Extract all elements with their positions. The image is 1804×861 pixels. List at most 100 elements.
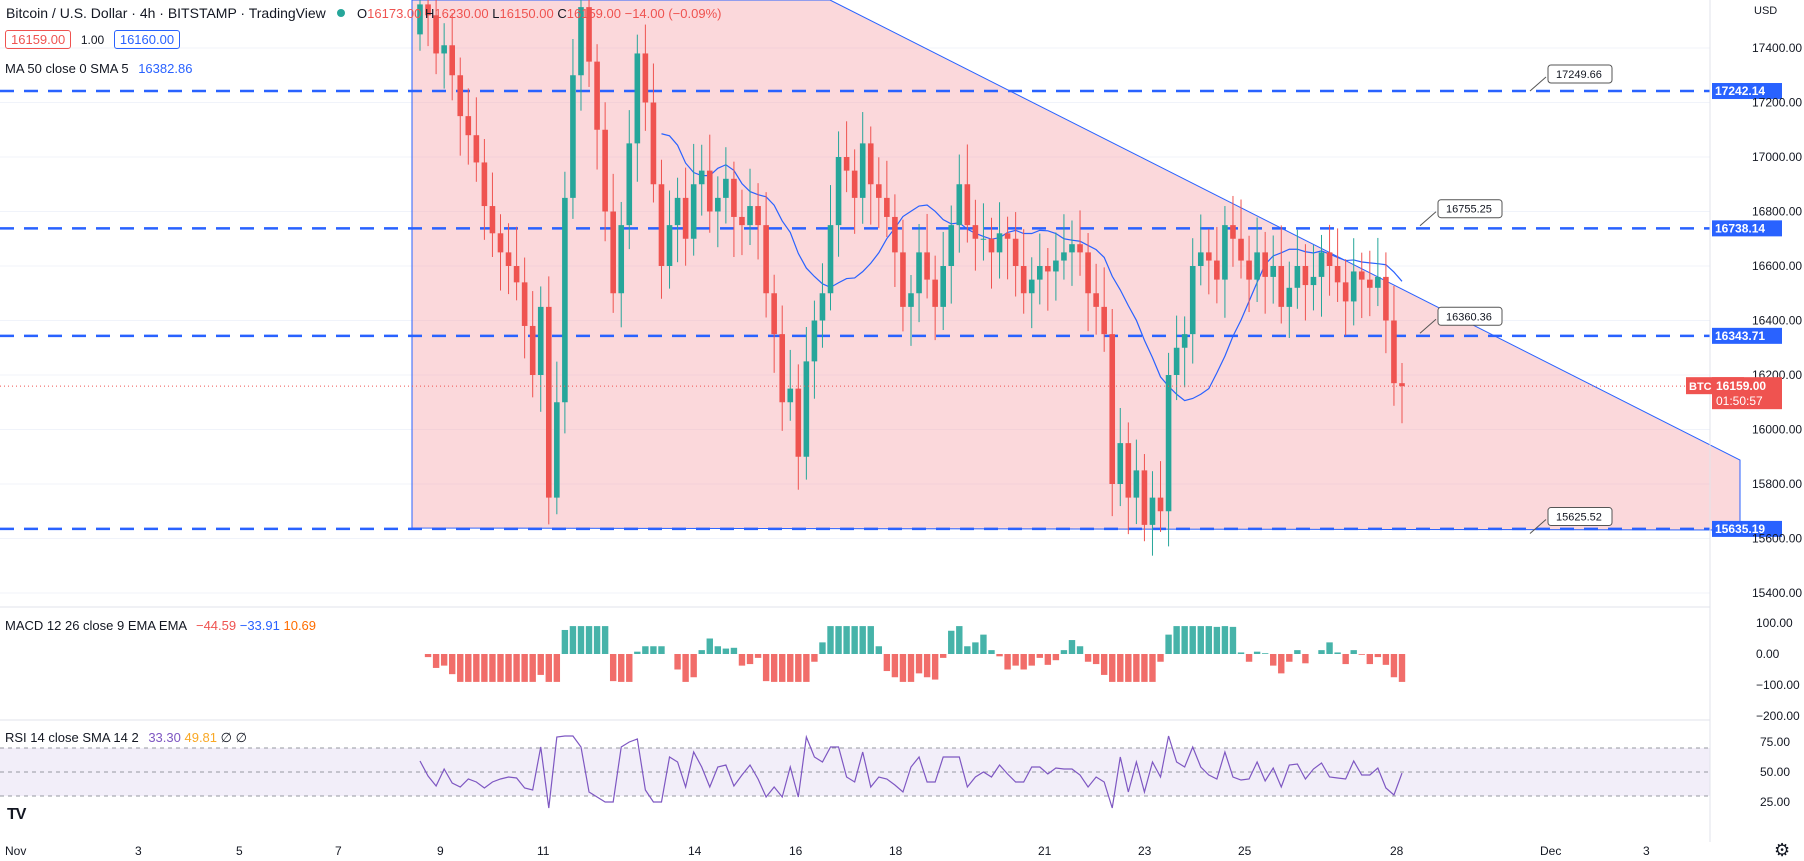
macd-hist-bar [1084, 654, 1092, 662]
candle-body [545, 306, 552, 498]
macd-hist-bar [609, 654, 617, 682]
macd-legend-label: MACD 12 26 close 9 EMA EMA [5, 618, 187, 633]
price-axis[interactable]: USD 17400.00 17200.00 17000.00 16800.00 16600… [1686, 5, 1802, 809]
macd-hist-bar [593, 626, 601, 654]
macd-hist-bar [585, 626, 593, 654]
rsi-legend[interactable]: RSI 14 close SMA 14 2 33.30 49.81 ∅ ∅ [5, 730, 247, 746]
macd-hist-bar [1350, 650, 1357, 654]
macd-hist-bar [569, 626, 577, 654]
buy-button[interactable]: 16160.00 [113, 30, 181, 49]
candle-body [1045, 266, 1051, 272]
macd-hist-bar [577, 626, 585, 654]
macd-hist-bar [1221, 626, 1229, 654]
macd-hist-bar [1157, 654, 1164, 662]
price-tick: 17000.00 [1752, 150, 1802, 164]
macd-signal-value: 10.69 [283, 618, 317, 633]
macd-legend[interactable]: MACD 12 26 close 9 EMA EMA −44.59 −33.91… [5, 618, 316, 633]
callout-text: 16755.25 [1446, 204, 1492, 216]
macd-hist-bar [730, 647, 738, 654]
candle-body [602, 129, 608, 212]
ma-legend[interactable]: MA 50 close 0 SMA 5 16382.86 [5, 61, 192, 76]
macd-tick: 100.00 [1756, 616, 1793, 630]
macd-hist-bar [1028, 654, 1035, 666]
price-tick: 17200.00 [1752, 96, 1802, 110]
symbol-legend[interactable]: Bitcoin / U.S. Dollar · 4h · BITSTAMP · … [6, 5, 721, 21]
candle-body [473, 135, 480, 163]
candle-body [1012, 238, 1019, 266]
macd-hist-bar [931, 654, 939, 680]
macd-hist-bar [424, 654, 432, 658]
macd-hist-bar [811, 654, 818, 662]
candle-body [739, 216, 745, 226]
macd-hist-bar [521, 654, 528, 682]
ohlc-close: 16159.00 [566, 6, 621, 21]
candle-body [1399, 383, 1405, 387]
macd-pane [424, 626, 1406, 682]
macd-hist-bar [1358, 654, 1365, 655]
tradingview-logo[interactable]: TV [7, 806, 26, 823]
macd-hist-bar [674, 654, 681, 670]
macd-hist-bar [1012, 654, 1019, 666]
time-axis[interactable]: Nov 3 5 7 9 11 14 16 18 21 23 25 28 Dec 3 [5, 844, 1650, 858]
last-price-text: 16159.00 [1716, 379, 1766, 393]
rsi-tick: 50.00 [1760, 765, 1790, 779]
macd-hist-bar [682, 654, 689, 682]
rsi-pane [0, 734, 1710, 809]
candle-body [1053, 260, 1059, 272]
candle-body [1238, 238, 1244, 261]
macd-hist-bar [1245, 654, 1253, 662]
macd-hist-bar [457, 654, 464, 682]
sell-button[interactable]: 16159.00 [5, 30, 72, 49]
macd-hist-bar [497, 654, 504, 682]
macd-hist-bar [513, 654, 520, 682]
candle-body [1189, 266, 1196, 335]
time-tick: 23 [1138, 844, 1152, 858]
rsi-tick: 75.00 [1760, 735, 1790, 749]
macd-hist-bar [1100, 654, 1108, 675]
macd-hist-bar [956, 626, 963, 654]
support-resistance-lines[interactable]: 17242.14 16738.14 16343.71 15635.19 [0, 83, 1782, 537]
ma-legend-value: 16382.86 [138, 61, 193, 76]
candle-body [803, 361, 810, 457]
macd-hist-bar [851, 626, 858, 654]
candle-body [1214, 260, 1220, 280]
candle-body [731, 178, 737, 217]
macd-hist-bar [964, 646, 971, 654]
macd-hist-bar [1366, 654, 1374, 665]
candle-body [1230, 225, 1236, 239]
candle-body [980, 238, 987, 240]
macd-hist-bar [561, 629, 569, 654]
macd-hist-bar [948, 630, 955, 654]
ohlc-high-label: H [425, 6, 435, 21]
callout-text: 15625.52 [1556, 512, 1602, 524]
macd-hist-bar [1149, 654, 1156, 682]
macd-hist-bar [827, 626, 834, 654]
candle-body [843, 157, 850, 171]
candle-body [1020, 266, 1027, 294]
candle-body [1028, 279, 1035, 294]
macd-hist-bar [1294, 650, 1301, 654]
price-tick: 16400.00 [1752, 314, 1802, 328]
candle-body [1036, 266, 1043, 280]
candle-body [505, 252, 512, 266]
candle-body [1157, 497, 1164, 512]
candle-body [835, 157, 842, 226]
macd-hist-bar [923, 654, 931, 678]
candle-body [884, 197, 890, 217]
candle-body [578, 7, 584, 76]
candle-body [1246, 260, 1252, 280]
descending-triangle-pattern[interactable] [411, 0, 1741, 531]
countdown-text: 01:50:57 [1716, 394, 1763, 408]
rsi-sma-value: 49.81 [184, 730, 218, 745]
candle-body [1278, 266, 1285, 307]
candle-body [1358, 271, 1365, 280]
candle-body [1294, 266, 1301, 288]
macd-hist-bar [1076, 646, 1084, 654]
rsi-legend-label: RSI 14 close SMA 14 2 [5, 730, 139, 745]
price-callouts[interactable]: 17249.66 16755.25 16360.36 15625.52 [1419, 64, 1613, 534]
candle-body [1383, 276, 1389, 321]
macd-hist-bar [706, 638, 713, 654]
gear-icon[interactable]: ⚙ [1774, 840, 1791, 860]
macd-hist-bar [1060, 650, 1068, 654]
